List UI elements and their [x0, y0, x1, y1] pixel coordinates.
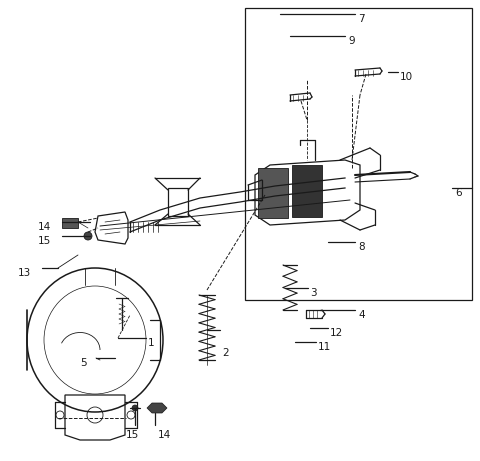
Polygon shape [62, 218, 78, 228]
Text: 15: 15 [125, 430, 139, 440]
Bar [292, 165, 322, 217]
Text: 15: 15 [38, 236, 51, 246]
Polygon shape [147, 403, 167, 413]
Text: 7: 7 [358, 14, 365, 24]
Text: 2: 2 [222, 348, 228, 358]
Text: 12: 12 [330, 328, 343, 338]
Text: 5: 5 [80, 358, 86, 368]
Bar [245, 8, 472, 300]
Text: 3: 3 [310, 288, 317, 298]
Text: 14: 14 [157, 430, 170, 440]
Text: 11: 11 [318, 342, 331, 352]
Text: 6: 6 [455, 188, 462, 198]
Text: 13: 13 [18, 268, 31, 278]
Bar [258, 168, 288, 218]
Text: 10: 10 [400, 72, 413, 82]
Circle shape [84, 232, 92, 240]
Text: 9: 9 [348, 36, 355, 46]
Text: 4: 4 [358, 310, 365, 320]
Circle shape [132, 405, 138, 411]
Text: 14: 14 [38, 222, 51, 232]
Text: 8: 8 [358, 242, 365, 252]
Text: 1: 1 [148, 338, 155, 348]
